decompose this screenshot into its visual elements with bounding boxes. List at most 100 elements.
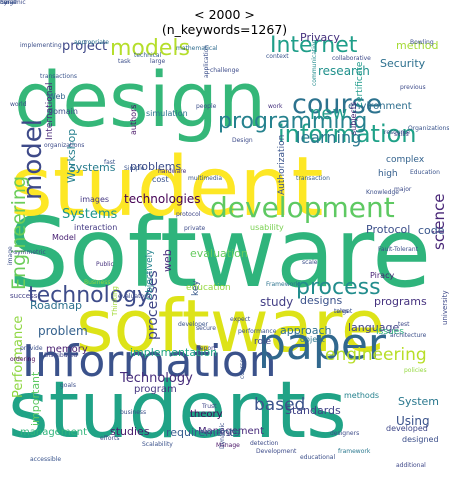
word-dynamic: Dynamic <box>219 422 226 449</box>
word-technical: technical <box>134 52 162 59</box>
chart-title: < 2000 > (n_keywords=1267) <box>0 7 449 37</box>
word-symmetric: symmetric <box>14 249 46 256</box>
word-small: Small <box>0 0 17 6</box>
word-using: Using <box>396 414 430 428</box>
word-program: program <box>134 384 177 395</box>
word-world: world <box>10 101 27 108</box>
word-important: important <box>29 371 42 426</box>
word-target: target <box>334 308 353 315</box>
word-paper: paper <box>258 319 386 370</box>
word-usability: usability <box>250 223 284 232</box>
word-education: Education <box>410 169 440 176</box>
word-implementation: implementation <box>130 346 218 359</box>
word-authorization: Authorization <box>277 134 287 195</box>
word-large: large <box>150 58 166 65</box>
word-dynamic: dynamic <box>0 0 26 6</box>
word-business: Business <box>84 279 111 286</box>
word-complex: complex <box>386 155 425 165</box>
word-authors: authors <box>129 104 138 135</box>
word-evaluators: evaluators <box>118 293 150 300</box>
word-bowling: Bowling <box>410 39 434 46</box>
word-system: System <box>398 395 440 408</box>
word-context: context <box>266 53 289 60</box>
word-problem: problem <box>38 324 88 338</box>
word-public: Public <box>96 261 114 268</box>
word-web: web <box>161 249 174 272</box>
word-simple: Simple <box>124 165 145 172</box>
word-technologies: technologies <box>124 192 201 206</box>
word-role: role <box>254 337 272 347</box>
word-report: Report <box>196 345 216 352</box>
word-memory: memory <box>46 344 88 355</box>
word-methods: methods <box>344 391 380 400</box>
word-implementing: implementing <box>20 42 62 49</box>
word-code: code <box>418 224 445 237</box>
word-technology: Technology <box>120 371 193 386</box>
word-additional: additional <box>396 462 426 469</box>
word-scalability: Scalability <box>142 441 173 448</box>
word-theory: theory <box>190 409 223 420</box>
word-efforts: efforts <box>100 435 120 442</box>
word-interaction: interaction <box>74 223 118 232</box>
word-software: software <box>76 284 386 368</box>
word-studies: studies <box>110 425 150 438</box>
word-skills: skills <box>394 131 409 138</box>
word-performance: performance <box>238 328 277 335</box>
word-development: Development <box>256 448 297 455</box>
word-roadmap: Roadmap <box>30 299 83 312</box>
word-systems: Systems <box>62 207 118 222</box>
word-developed: developed <box>386 424 428 433</box>
word-key: key <box>191 280 201 296</box>
word-web: Web <box>48 92 66 101</box>
word-approach: approach <box>280 324 332 337</box>
word-based: based <box>254 395 306 415</box>
word-roles: roles <box>334 308 349 315</box>
word-framework: framework <box>338 448 371 455</box>
word-models: models <box>110 36 190 61</box>
word-issues: Issues <box>376 327 404 337</box>
word-student: student <box>10 140 324 235</box>
word-process: process <box>296 275 381 300</box>
word-success: success <box>10 292 38 300</box>
word-distributed: Distributed <box>44 352 78 359</box>
word-subjects: subjects <box>349 101 358 135</box>
word-collaborative: collaborative <box>332 55 371 62</box>
word-internet: Internet <box>270 33 358 58</box>
word-scale: scale <box>302 259 318 266</box>
word-workshop: Workshop <box>65 128 78 183</box>
word-students: students <box>8 366 347 456</box>
word-study: study <box>260 295 294 309</box>
word-course: course <box>292 89 383 120</box>
word-protocol: protocol <box>176 211 201 218</box>
word-multimedia: multimedia <box>188 175 223 182</box>
word-security: Security <box>380 57 426 70</box>
word-designs: designs <box>300 294 343 307</box>
word-courses: courses <box>239 355 246 379</box>
word-knowledge: Knowledge <box>366 189 399 196</box>
word-information: information <box>278 120 417 148</box>
word-new: new <box>310 103 348 124</box>
word-design: Design <box>232 137 253 144</box>
word-standards: Standards <box>285 404 341 417</box>
title-line-2: (n_keywords=1267) <box>161 22 288 37</box>
word-programs: programs <box>374 295 427 308</box>
word-test: test <box>398 321 410 328</box>
word-large: Large <box>0 0 17 6</box>
word-programming: programming <box>218 109 368 134</box>
word-private: private <box>184 225 206 232</box>
word-language: language <box>348 321 400 334</box>
word-piracy: Piracy <box>370 271 395 280</box>
word-accessible: accessible <box>30 456 62 463</box>
word-method: method <box>396 39 439 52</box>
word-policies: policies <box>404 367 427 374</box>
word-resource: resource <box>384 129 410 136</box>
word-transactions: transactions <box>40 73 78 80</box>
word-designers: designers <box>330 430 360 437</box>
word-privacy: Privacy <box>300 31 340 44</box>
word-organizations: Organizations <box>408 125 449 132</box>
word-systems: systems <box>70 161 116 174</box>
word-evaluation: evaluation <box>190 247 248 260</box>
word-images: images <box>80 195 110 204</box>
word-appropriate: appropriate <box>74 39 109 46</box>
word-secure: secure <box>196 325 216 332</box>
